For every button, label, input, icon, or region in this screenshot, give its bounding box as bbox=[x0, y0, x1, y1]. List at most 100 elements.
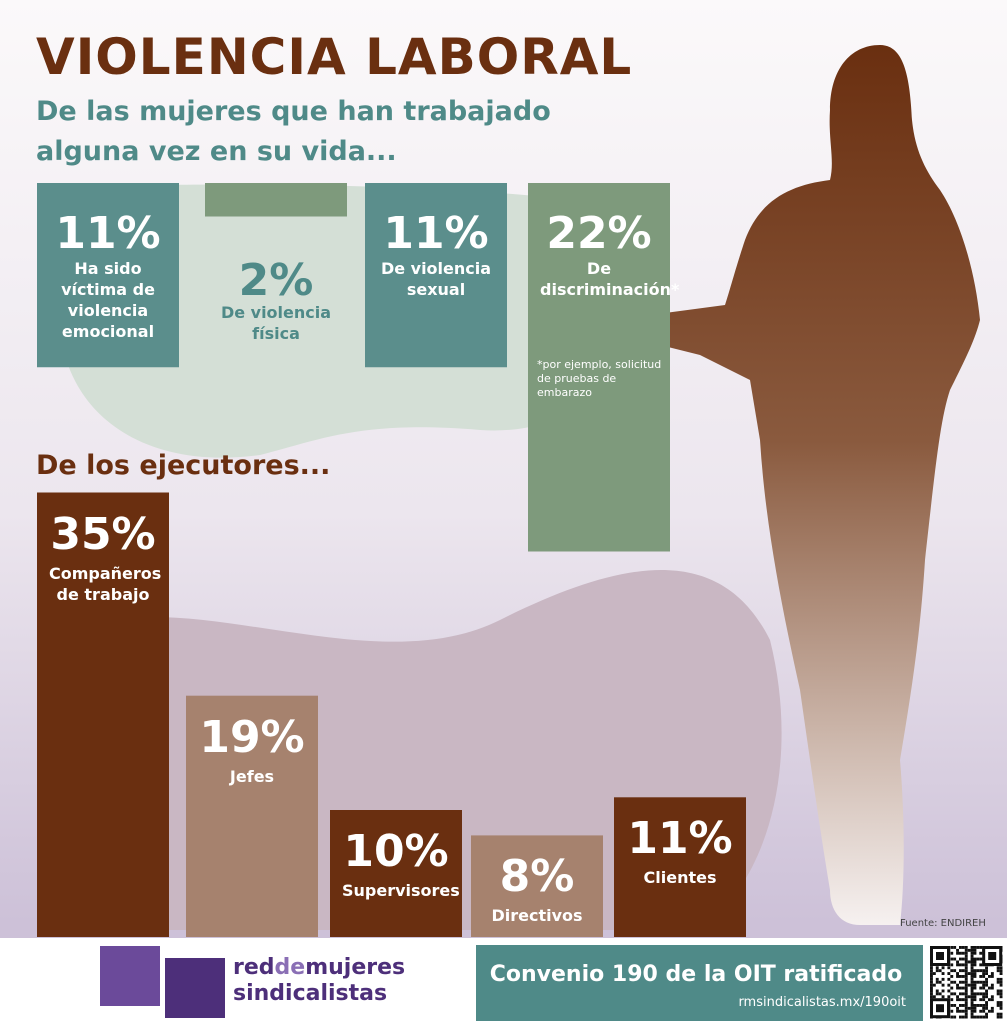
qr-cell bbox=[959, 951, 962, 955]
qr-cell bbox=[930, 972, 933, 975]
qr-cell bbox=[961, 986, 965, 990]
qr-cell bbox=[964, 966, 968, 970]
qr-cell bbox=[973, 1006, 977, 1010]
qr-cell bbox=[982, 992, 986, 996]
qr-cell bbox=[979, 1015, 983, 1019]
qr-cell bbox=[941, 983, 945, 987]
qr-cell bbox=[964, 1012, 968, 1016]
qr-cell bbox=[988, 998, 991, 1002]
bar bbox=[186, 695, 318, 937]
qr-cell bbox=[953, 1004, 957, 1007]
qr-cell bbox=[982, 975, 986, 978]
qr-cell bbox=[930, 977, 933, 981]
qr-cell bbox=[938, 980, 942, 984]
qr-cell bbox=[930, 966, 933, 970]
qr-cell bbox=[961, 963, 965, 967]
qr-cell bbox=[964, 972, 968, 975]
qr-cell bbox=[959, 957, 962, 961]
qr-cell bbox=[950, 998, 954, 1002]
category-label: Directivos bbox=[491, 906, 583, 926]
title: VIOLENCIA LABORAL bbox=[36, 28, 633, 86]
qr-cell bbox=[970, 1006, 974, 1010]
qr-cell bbox=[956, 1009, 959, 1013]
qr-cell bbox=[956, 948, 959, 952]
qr-cell bbox=[996, 989, 1000, 993]
qr-cell bbox=[982, 1006, 986, 1010]
bar bbox=[471, 835, 603, 937]
qr-cell bbox=[956, 963, 959, 967]
qr-cell bbox=[973, 995, 977, 999]
qr-cell bbox=[999, 1006, 1003, 1010]
value-label: 11% bbox=[55, 208, 161, 259]
qr-cell bbox=[973, 983, 977, 987]
qr-cell bbox=[941, 972, 945, 975]
section-title: De las mujeres que han trabajado alguna … bbox=[36, 96, 551, 167]
qr-cell bbox=[979, 951, 983, 955]
qr-code bbox=[928, 944, 1004, 1020]
qr-cell bbox=[950, 1015, 954, 1019]
qr-cell bbox=[930, 989, 933, 993]
qr-cell bbox=[990, 983, 994, 987]
qr-cell bbox=[979, 992, 983, 996]
qr-cell bbox=[930, 983, 933, 987]
qr-cell bbox=[970, 954, 974, 958]
qr-cell bbox=[964, 1004, 968, 1007]
qr-cell bbox=[970, 983, 974, 987]
qr-cell bbox=[959, 986, 962, 990]
qr-cell bbox=[999, 1012, 1003, 1016]
logo-word: sindicalistas bbox=[233, 981, 388, 1006]
qr-cell bbox=[956, 960, 959, 964]
qr-cell bbox=[985, 1006, 988, 1010]
qr-cell bbox=[985, 1012, 988, 1016]
qr-cell bbox=[999, 966, 1003, 970]
qr-cell bbox=[953, 1015, 957, 1019]
value-label: 22% bbox=[546, 208, 652, 259]
qr-cell bbox=[985, 989, 988, 993]
qr-cell bbox=[964, 995, 968, 999]
qr-cell bbox=[961, 957, 965, 961]
qr-cell bbox=[985, 995, 988, 999]
qr-cell bbox=[996, 992, 1000, 996]
qr-cell bbox=[947, 983, 951, 987]
qr-cell bbox=[950, 975, 954, 978]
logo-text: reddemujeres sindicalistas bbox=[233, 955, 405, 1007]
qr-cell bbox=[988, 1009, 991, 1013]
qr-cell bbox=[973, 963, 977, 967]
qr-cell bbox=[985, 983, 988, 987]
qr-cell bbox=[941, 989, 945, 993]
qr-cell bbox=[959, 1004, 962, 1007]
qr-cell bbox=[999, 995, 1003, 999]
bar bbox=[528, 183, 670, 552]
qr-cell bbox=[961, 1015, 965, 1019]
qr-cell bbox=[970, 1004, 974, 1007]
qr-cell bbox=[985, 992, 988, 996]
qr-cell bbox=[964, 980, 968, 984]
qr-cell bbox=[935, 977, 939, 981]
qr-cell bbox=[973, 1015, 977, 1019]
qr-cell bbox=[973, 986, 977, 990]
qr-cell bbox=[956, 972, 959, 975]
qr-cell bbox=[935, 969, 939, 973]
url: rmsindicalistas.mx/190oit bbox=[738, 995, 906, 1010]
qr-cell bbox=[999, 1015, 1003, 1019]
qr-cell bbox=[999, 977, 1003, 981]
qr-cell bbox=[970, 977, 974, 981]
qr-cell bbox=[973, 951, 977, 955]
qr-cell bbox=[950, 1009, 954, 1013]
qr-cell bbox=[999, 1004, 1003, 1007]
qr-cell bbox=[932, 983, 936, 987]
qr-cell bbox=[973, 948, 977, 952]
qr-cell bbox=[964, 975, 968, 978]
qr-cell bbox=[935, 980, 939, 984]
qr-cell bbox=[970, 1012, 974, 1016]
value-label: 10% bbox=[343, 826, 449, 877]
qr-cell bbox=[964, 992, 968, 996]
qr-cell bbox=[970, 966, 974, 970]
logo-icon bbox=[165, 958, 225, 1018]
qr-cell bbox=[967, 1006, 971, 1010]
qr-cell bbox=[979, 986, 983, 990]
qr-cell bbox=[953, 969, 957, 973]
qr-cell bbox=[959, 992, 962, 996]
qr-cell bbox=[961, 1009, 965, 1013]
